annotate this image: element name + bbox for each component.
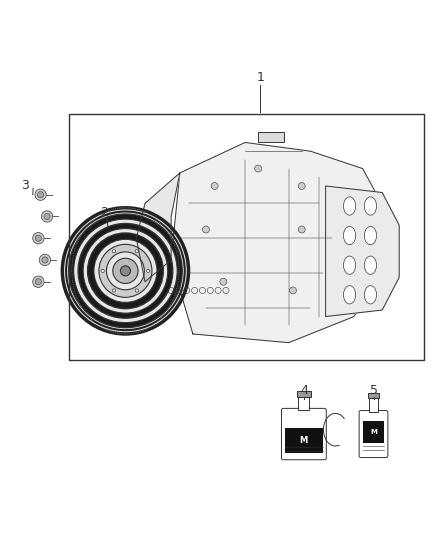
Ellipse shape — [343, 197, 356, 215]
Text: 2: 2 — [100, 206, 108, 219]
Circle shape — [69, 214, 182, 328]
Bar — [69, 114, 424, 360]
Ellipse shape — [364, 256, 377, 274]
Circle shape — [147, 269, 150, 272]
Circle shape — [35, 189, 46, 200]
Bar — [297, 391, 311, 397]
Ellipse shape — [364, 286, 377, 304]
Bar — [258, 132, 284, 142]
Ellipse shape — [343, 227, 356, 245]
Polygon shape — [136, 173, 180, 282]
Circle shape — [135, 289, 138, 292]
Circle shape — [35, 279, 42, 285]
Circle shape — [113, 289, 116, 292]
Circle shape — [33, 276, 44, 287]
Circle shape — [42, 211, 53, 222]
Ellipse shape — [364, 227, 377, 245]
Bar — [298, 397, 309, 410]
Circle shape — [78, 223, 173, 318]
Bar — [369, 398, 378, 413]
Ellipse shape — [364, 197, 377, 215]
Bar — [363, 421, 385, 443]
Circle shape — [135, 249, 138, 253]
Circle shape — [35, 235, 42, 241]
Text: M: M — [300, 436, 308, 445]
Circle shape — [113, 249, 116, 253]
Circle shape — [83, 229, 168, 313]
Circle shape — [37, 191, 44, 198]
Circle shape — [113, 258, 138, 284]
FancyBboxPatch shape — [359, 410, 388, 457]
Bar — [368, 393, 379, 398]
Text: 4: 4 — [300, 384, 308, 397]
Circle shape — [99, 244, 152, 297]
Circle shape — [94, 239, 157, 302]
Circle shape — [106, 252, 145, 290]
Text: 5: 5 — [370, 384, 378, 397]
Text: 1: 1 — [256, 71, 264, 84]
Ellipse shape — [343, 286, 356, 304]
Circle shape — [33, 232, 44, 244]
Circle shape — [42, 257, 48, 263]
Circle shape — [44, 213, 50, 220]
FancyBboxPatch shape — [282, 408, 326, 460]
Circle shape — [101, 269, 104, 272]
Circle shape — [120, 266, 131, 276]
Circle shape — [254, 165, 261, 172]
Text: 3: 3 — [21, 180, 29, 192]
Circle shape — [62, 208, 188, 334]
Circle shape — [74, 219, 177, 322]
Circle shape — [211, 182, 218, 189]
Circle shape — [39, 254, 50, 265]
Circle shape — [298, 226, 305, 233]
Polygon shape — [171, 142, 389, 343]
Circle shape — [88, 233, 163, 309]
Circle shape — [290, 287, 297, 294]
Polygon shape — [325, 186, 399, 317]
Text: M: M — [370, 429, 377, 435]
Circle shape — [202, 226, 209, 233]
Bar — [285, 428, 323, 453]
Circle shape — [298, 182, 305, 189]
Circle shape — [220, 278, 227, 285]
Ellipse shape — [343, 256, 356, 274]
